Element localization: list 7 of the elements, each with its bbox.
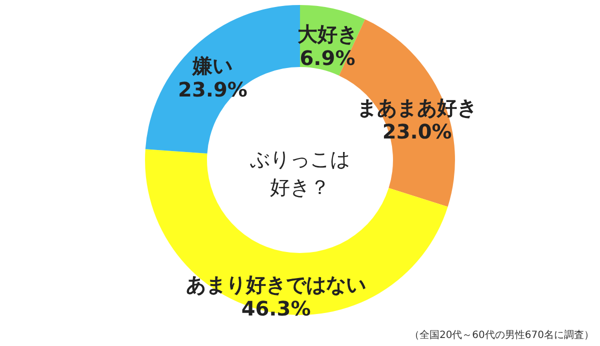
- data-label: 6.9%: [300, 46, 356, 70]
- donut-slice: [145, 5, 300, 154]
- slice-label: 嫌い: [192, 53, 233, 78]
- slice-label: あまり好きではない: [186, 272, 366, 297]
- donut-slice: [145, 149, 448, 315]
- text: （全国20代～60代の男性670名に調査）: [409, 329, 594, 341]
- text: ぶりっこは好き？: [250, 147, 350, 199]
